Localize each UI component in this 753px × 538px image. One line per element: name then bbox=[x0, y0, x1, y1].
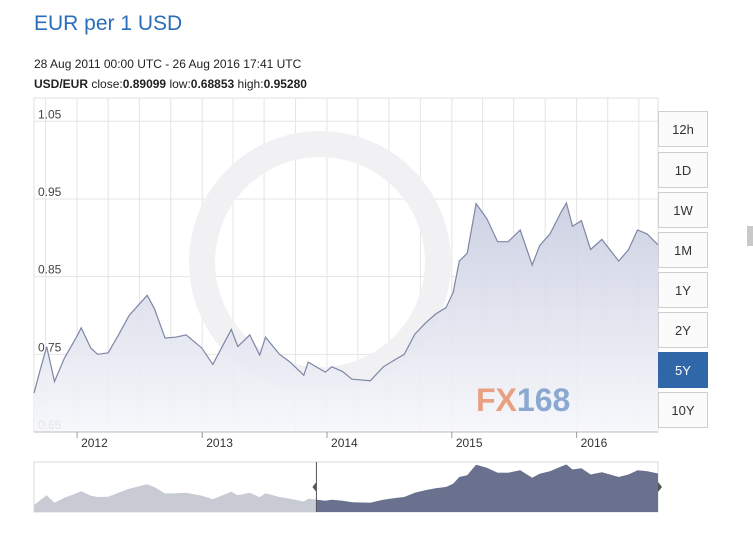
close-value: 0.89099 bbox=[122, 77, 167, 91]
range-button-2y[interactable]: 2Y bbox=[658, 312, 708, 348]
date-range: 28 Aug 2011 00:00 UTC - 26 Aug 2016 17:4… bbox=[34, 57, 302, 71]
low-label: low: bbox=[169, 77, 191, 91]
range-button-10y[interactable]: 10Y bbox=[658, 392, 708, 428]
price-stats: USD/EUR close:0.89099 low:0.68853 high:0… bbox=[34, 77, 307, 91]
chart-title: EUR per 1 USD bbox=[34, 12, 183, 35]
scrollbar-handle[interactable] bbox=[747, 226, 753, 246]
close-label: close: bbox=[91, 77, 123, 91]
x-tick-label: 2013 bbox=[206, 436, 233, 450]
y-tick-label: 0.75 bbox=[38, 340, 62, 354]
pair-label: USD/EUR bbox=[34, 77, 89, 91]
range-button-1d[interactable]: 1D bbox=[658, 152, 708, 188]
x-tick-label: 2016 bbox=[581, 436, 608, 450]
x-tick-label: 2012 bbox=[81, 436, 108, 450]
x-tick-label: 2014 bbox=[331, 436, 358, 450]
range-button-1m[interactable]: 1M bbox=[658, 232, 708, 268]
series-area bbox=[34, 202, 658, 432]
y-tick-label: 1.05 bbox=[38, 107, 62, 121]
x-tick-label: 2015 bbox=[456, 436, 483, 450]
navigator-area-selected bbox=[316, 464, 658, 512]
high-value: 0.95280 bbox=[263, 77, 307, 91]
y-tick-label: 0.85 bbox=[38, 263, 62, 277]
series-line bbox=[33, 201, 659, 394]
range-button-12h[interactable]: 12h bbox=[658, 111, 708, 147]
navigator-left-handle-icon bbox=[312, 482, 317, 492]
range-button-5y[interactable]: 5Y bbox=[658, 352, 708, 388]
low-value: 0.68853 bbox=[190, 77, 235, 91]
range-button-1w[interactable]: 1W bbox=[658, 192, 708, 228]
range-button-1y[interactable]: 1Y bbox=[658, 272, 708, 308]
high-label: high: bbox=[237, 77, 264, 91]
fx168-watermark: FX168 bbox=[476, 382, 570, 418]
y-tick-label: 0.95 bbox=[38, 185, 62, 199]
navigator-right-handle-icon bbox=[658, 482, 662, 492]
